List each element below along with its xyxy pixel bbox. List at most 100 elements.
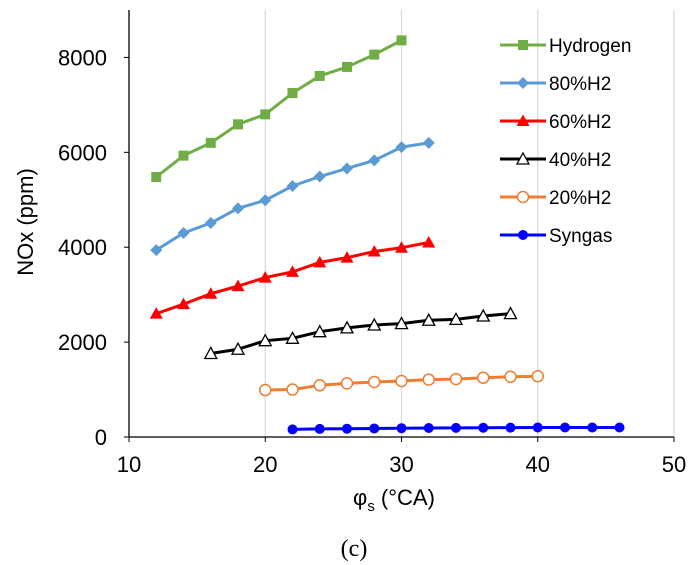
y-ticks: 0 2000 4000 6000 8000: [58, 45, 129, 450]
x-axis-title-main: φ: [353, 485, 367, 510]
data-point: [203, 346, 218, 360]
data-point: [395, 241, 408, 253]
data-point: [177, 226, 190, 239]
data-point: [312, 324, 327, 338]
data-point: [286, 383, 299, 396]
data-point: [258, 271, 272, 283]
series-line: [155, 241, 430, 316]
data-point: [313, 170, 326, 183]
data-point: [340, 377, 354, 390]
x-tick-label: 20: [253, 452, 277, 477]
legend-item: 60%H2: [500, 112, 611, 133]
data-point: [421, 312, 436, 326]
x-tick-label: 30: [389, 452, 413, 477]
data-point: [313, 255, 327, 268]
grid-lines: [264, 10, 675, 437]
series-hydrogen: [151, 35, 407, 183]
series-syngas: [287, 422, 625, 435]
data-point: [532, 422, 543, 433]
legend-label: 60%H2: [549, 112, 611, 133]
data-point: [230, 341, 246, 355]
data-point: [451, 422, 461, 433]
legend-marker: [518, 230, 528, 240]
x-axis-title: φs (°CA): [353, 485, 435, 515]
data-point: [394, 316, 409, 330]
y-axis-title: NOx (ppm): [13, 168, 38, 276]
data-point: [339, 320, 355, 334]
data-point: [233, 119, 243, 130]
data-point: [396, 423, 407, 434]
data-point: [449, 372, 463, 386]
data-point: [476, 308, 491, 322]
data-point: [340, 251, 354, 263]
data-point: [177, 297, 190, 310]
data-point: [285, 330, 300, 344]
data-point: [367, 317, 382, 331]
legend-label: Hydrogen: [549, 36, 631, 57]
data-point: [204, 217, 217, 230]
data-point: [478, 422, 489, 433]
legend-item: Syngas: [500, 226, 612, 247]
legend-item: 40%H2: [500, 150, 611, 171]
data-point: [286, 180, 299, 193]
data-point: [560, 422, 570, 433]
data-point: [259, 383, 272, 397]
legend-marker: [516, 114, 530, 126]
data-point: [150, 244, 163, 257]
data-point: [313, 379, 326, 392]
series-60-h2: [149, 235, 436, 319]
data-point: [258, 333, 273, 347]
y-tick-label: 2000: [58, 330, 107, 355]
data-point: [395, 141, 408, 154]
legend: Hydrogen 80%H2 60%H2 40%H2 20%H2 Syngas: [500, 36, 631, 247]
data-point: [422, 373, 435, 386]
figure-caption: (c): [341, 536, 368, 562]
data-point: [614, 422, 625, 433]
data-point: [503, 306, 518, 320]
data-point: [287, 88, 298, 99]
legend-marker: [515, 151, 531, 165]
data-point: [314, 423, 325, 434]
series-line: [155, 141, 429, 252]
data-point: [260, 109, 271, 120]
legend-label: 20%H2: [549, 188, 611, 209]
data-point: [205, 137, 216, 148]
data-point: [505, 422, 516, 433]
legend-item: 80%H2: [500, 74, 611, 95]
y-tick-label: 0: [95, 425, 107, 450]
series-80-h2: [150, 136, 435, 257]
data-point: [369, 49, 380, 60]
x-tick-label: 50: [662, 452, 686, 477]
data-point: [477, 371, 490, 384]
data-point: [287, 424, 298, 435]
data-point: [422, 235, 436, 248]
x-axis-title-unit: (°CA): [375, 485, 435, 510]
legend-marker: [516, 190, 530, 204]
data-point: [231, 279, 245, 292]
x-tick-label: 10: [117, 452, 141, 477]
legend-label: Syngas: [549, 226, 612, 247]
series-20-h2: [259, 370, 544, 397]
series-line: [155, 39, 403, 179]
data-point: [342, 423, 352, 434]
legend-item: 20%H2: [500, 188, 611, 209]
data-point: [232, 202, 244, 215]
x-ticks: 10 20 30 40 50: [117, 437, 686, 477]
data-point: [423, 422, 434, 433]
series-group: [149, 35, 625, 435]
data-point: [504, 370, 517, 383]
legend-marker: [517, 77, 529, 89]
data-point: [342, 61, 352, 72]
data-point: [368, 154, 381, 167]
y-tick-label: 6000: [58, 140, 107, 165]
x-tick-label: 40: [526, 452, 550, 477]
series-line: [210, 312, 511, 355]
data-point: [531, 370, 544, 383]
data-point: [204, 287, 218, 299]
legend-label: 80%H2: [549, 74, 611, 95]
data-point: [367, 244, 381, 257]
data-point: [395, 374, 408, 388]
data-point: [151, 172, 162, 183]
legend-marker: [518, 40, 528, 50]
